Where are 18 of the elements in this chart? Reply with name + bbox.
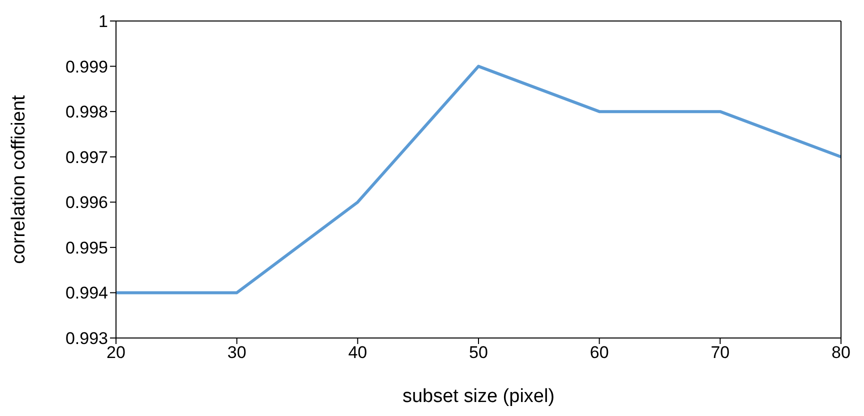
- x-tick-label: 40: [348, 343, 368, 362]
- x-tick-label: 50: [469, 343, 488, 362]
- x-tick-label: 70: [710, 343, 730, 362]
- x-tick-label: 20: [106, 343, 126, 362]
- y-tick-label: 0.998: [65, 102, 108, 122]
- y-tick-label: 0.993: [65, 329, 108, 348]
- x-tick-label: 30: [227, 343, 246, 362]
- x-tick-label: 80: [832, 343, 850, 362]
- y-tick-label: 0.994: [65, 284, 108, 303]
- line-series: [116, 64, 841, 294]
- y-tick-label: 1: [98, 12, 108, 32]
- y-tick-label: 0.999: [65, 57, 108, 76]
- y-tick-label: 0.997: [65, 148, 108, 167]
- y-tick-label: 0.995: [65, 238, 108, 258]
- x-axis-title: subset size (pixel): [402, 386, 555, 407]
- y-tick-label: 0.996: [65, 193, 108, 212]
- x-tick-label: 60: [590, 343, 609, 362]
- y-axis-title: correlation cofficient: [8, 94, 30, 264]
